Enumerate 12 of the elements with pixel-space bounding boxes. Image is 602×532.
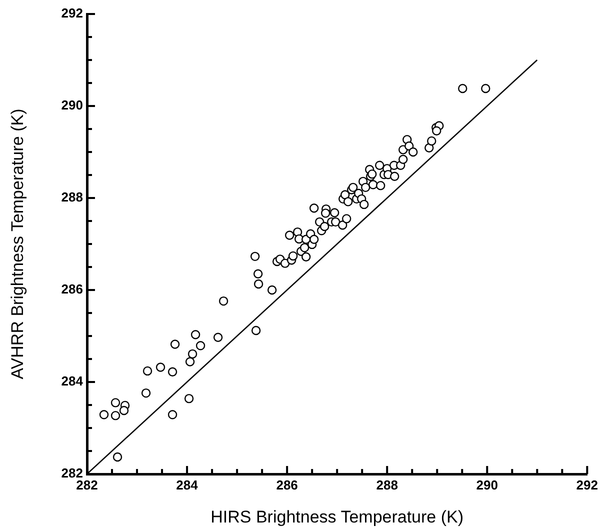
x-tick-label: 284 — [176, 477, 199, 492]
x-tick-label: 288 — [376, 477, 398, 492]
y-tick-label: 292 — [61, 6, 83, 21]
x-tick-label: 292 — [576, 477, 598, 492]
y-tick-label: 290 — [61, 98, 83, 113]
y-tick-label: 284 — [61, 374, 84, 389]
x-axis-title: HIRS Brightness Temperature (K) — [210, 507, 464, 526]
x-tick-label: 290 — [476, 477, 498, 492]
x-tick-label: 286 — [276, 477, 298, 492]
y-tick-label: 286 — [61, 282, 83, 297]
y-axis-title: AVHRR Brightness Temperature (K) — [8, 108, 27, 380]
y-tick-label: 288 — [61, 190, 83, 205]
